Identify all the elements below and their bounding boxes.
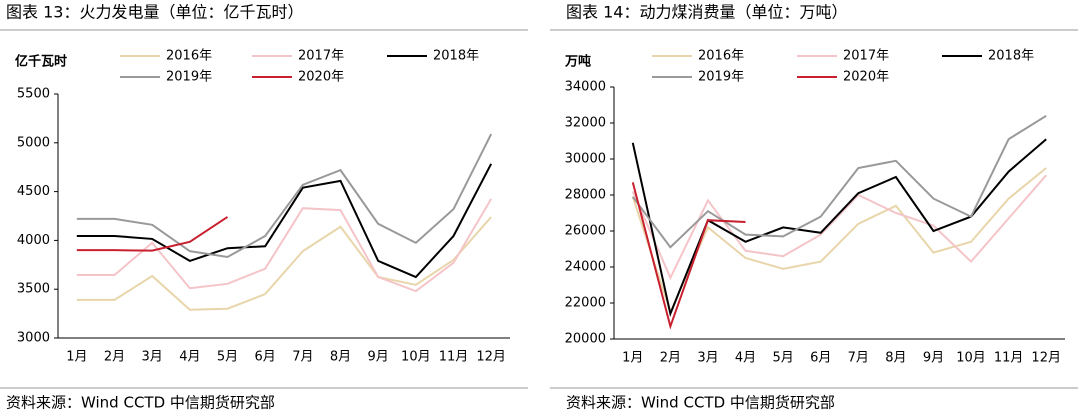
- legend-label: 2016年: [698, 49, 744, 64]
- y-tick-label: 4000: [17, 233, 50, 248]
- y-tick-label: 26000: [565, 224, 606, 239]
- x-tick-label: 8月: [330, 350, 351, 365]
- y-tick-label: 34000: [565, 80, 606, 95]
- y-tick-label: 22000: [565, 296, 606, 311]
- x-tick-label: 1月: [622, 351, 643, 366]
- y-tick-label: 24000: [565, 260, 606, 275]
- y-tick-label: 20000: [565, 332, 606, 347]
- x-tick-label: 11月: [994, 351, 1024, 366]
- y-tick-label: 5000: [17, 135, 50, 150]
- x-tick-label: 3月: [697, 351, 718, 366]
- series-line: [631, 167, 1047, 315]
- legend-label: 2019年: [166, 70, 212, 85]
- chart-title: 图表 13：火力发电量（单位：亿千瓦时）: [6, 3, 303, 22]
- y-tick-label: 30000: [565, 152, 606, 167]
- x-tick-label: 6月: [810, 351, 831, 366]
- x-tick-label: 7月: [848, 351, 869, 366]
- legend-label: 2017年: [298, 49, 344, 64]
- series-line: [76, 133, 493, 259]
- x-tick-label: 9月: [368, 350, 389, 365]
- x-tick-label: 2月: [660, 351, 681, 366]
- y-tick-label: 4500: [17, 184, 50, 199]
- x-tick-label: 12月: [476, 350, 506, 365]
- series-line: [76, 163, 493, 279]
- x-tick-label: 10月: [401, 350, 431, 365]
- x-tick-label: 11月: [439, 350, 469, 365]
- y-tick-label: 32000: [565, 116, 606, 131]
- x-tick-label: 8月: [885, 351, 906, 366]
- x-tick-label: 5月: [217, 350, 238, 365]
- chart-title: 图表 14：动力煤消费量（单位：万吨）: [566, 3, 847, 22]
- y-tick-label: 28000: [565, 188, 606, 203]
- x-tick-label: 7月: [292, 350, 313, 365]
- source: 资料来源：Wind CCTD 中信期货研究部: [6, 394, 275, 412]
- x-tick-label: 12月: [1031, 351, 1061, 366]
- source: 资料来源：Wind CCTD 中信期货研究部: [566, 394, 835, 412]
- y-axis-label: 亿千瓦时: [15, 54, 67, 70]
- x-tick-label: 6月: [255, 350, 276, 365]
- legend-label: 2018年: [433, 49, 479, 64]
- y-tick-label: 5500: [17, 87, 50, 102]
- legend-label: 2020年: [298, 70, 344, 85]
- series-line: [76, 216, 492, 311]
- x-tick-label: 5月: [772, 351, 793, 366]
- series-line: [631, 182, 746, 330]
- x-tick-label: 10月: [956, 351, 986, 366]
- y-axis-label: 万吨: [564, 54, 591, 70]
- x-tick-label: 4月: [735, 351, 756, 366]
- y-tick-label: 3000: [17, 331, 50, 346]
- x-tick-label: 4月: [179, 350, 200, 365]
- series-line: [76, 216, 229, 252]
- legend-label: 2019年: [698, 70, 744, 85]
- legend-label: 2018年: [988, 49, 1034, 64]
- y-tick-label: 3500: [17, 282, 50, 297]
- series-line: [76, 198, 493, 293]
- legend-label: 2016年: [166, 49, 212, 64]
- x-tick-label: 9月: [923, 351, 944, 366]
- x-tick-label: 1月: [66, 350, 87, 365]
- legend-label: 2020年: [843, 70, 889, 85]
- series-line: [631, 174, 1047, 281]
- x-tick-label: 2月: [104, 350, 125, 365]
- series-line: [631, 114, 1047, 249]
- legend-label: 2017年: [843, 49, 889, 64]
- x-tick-label: 3月: [142, 350, 163, 365]
